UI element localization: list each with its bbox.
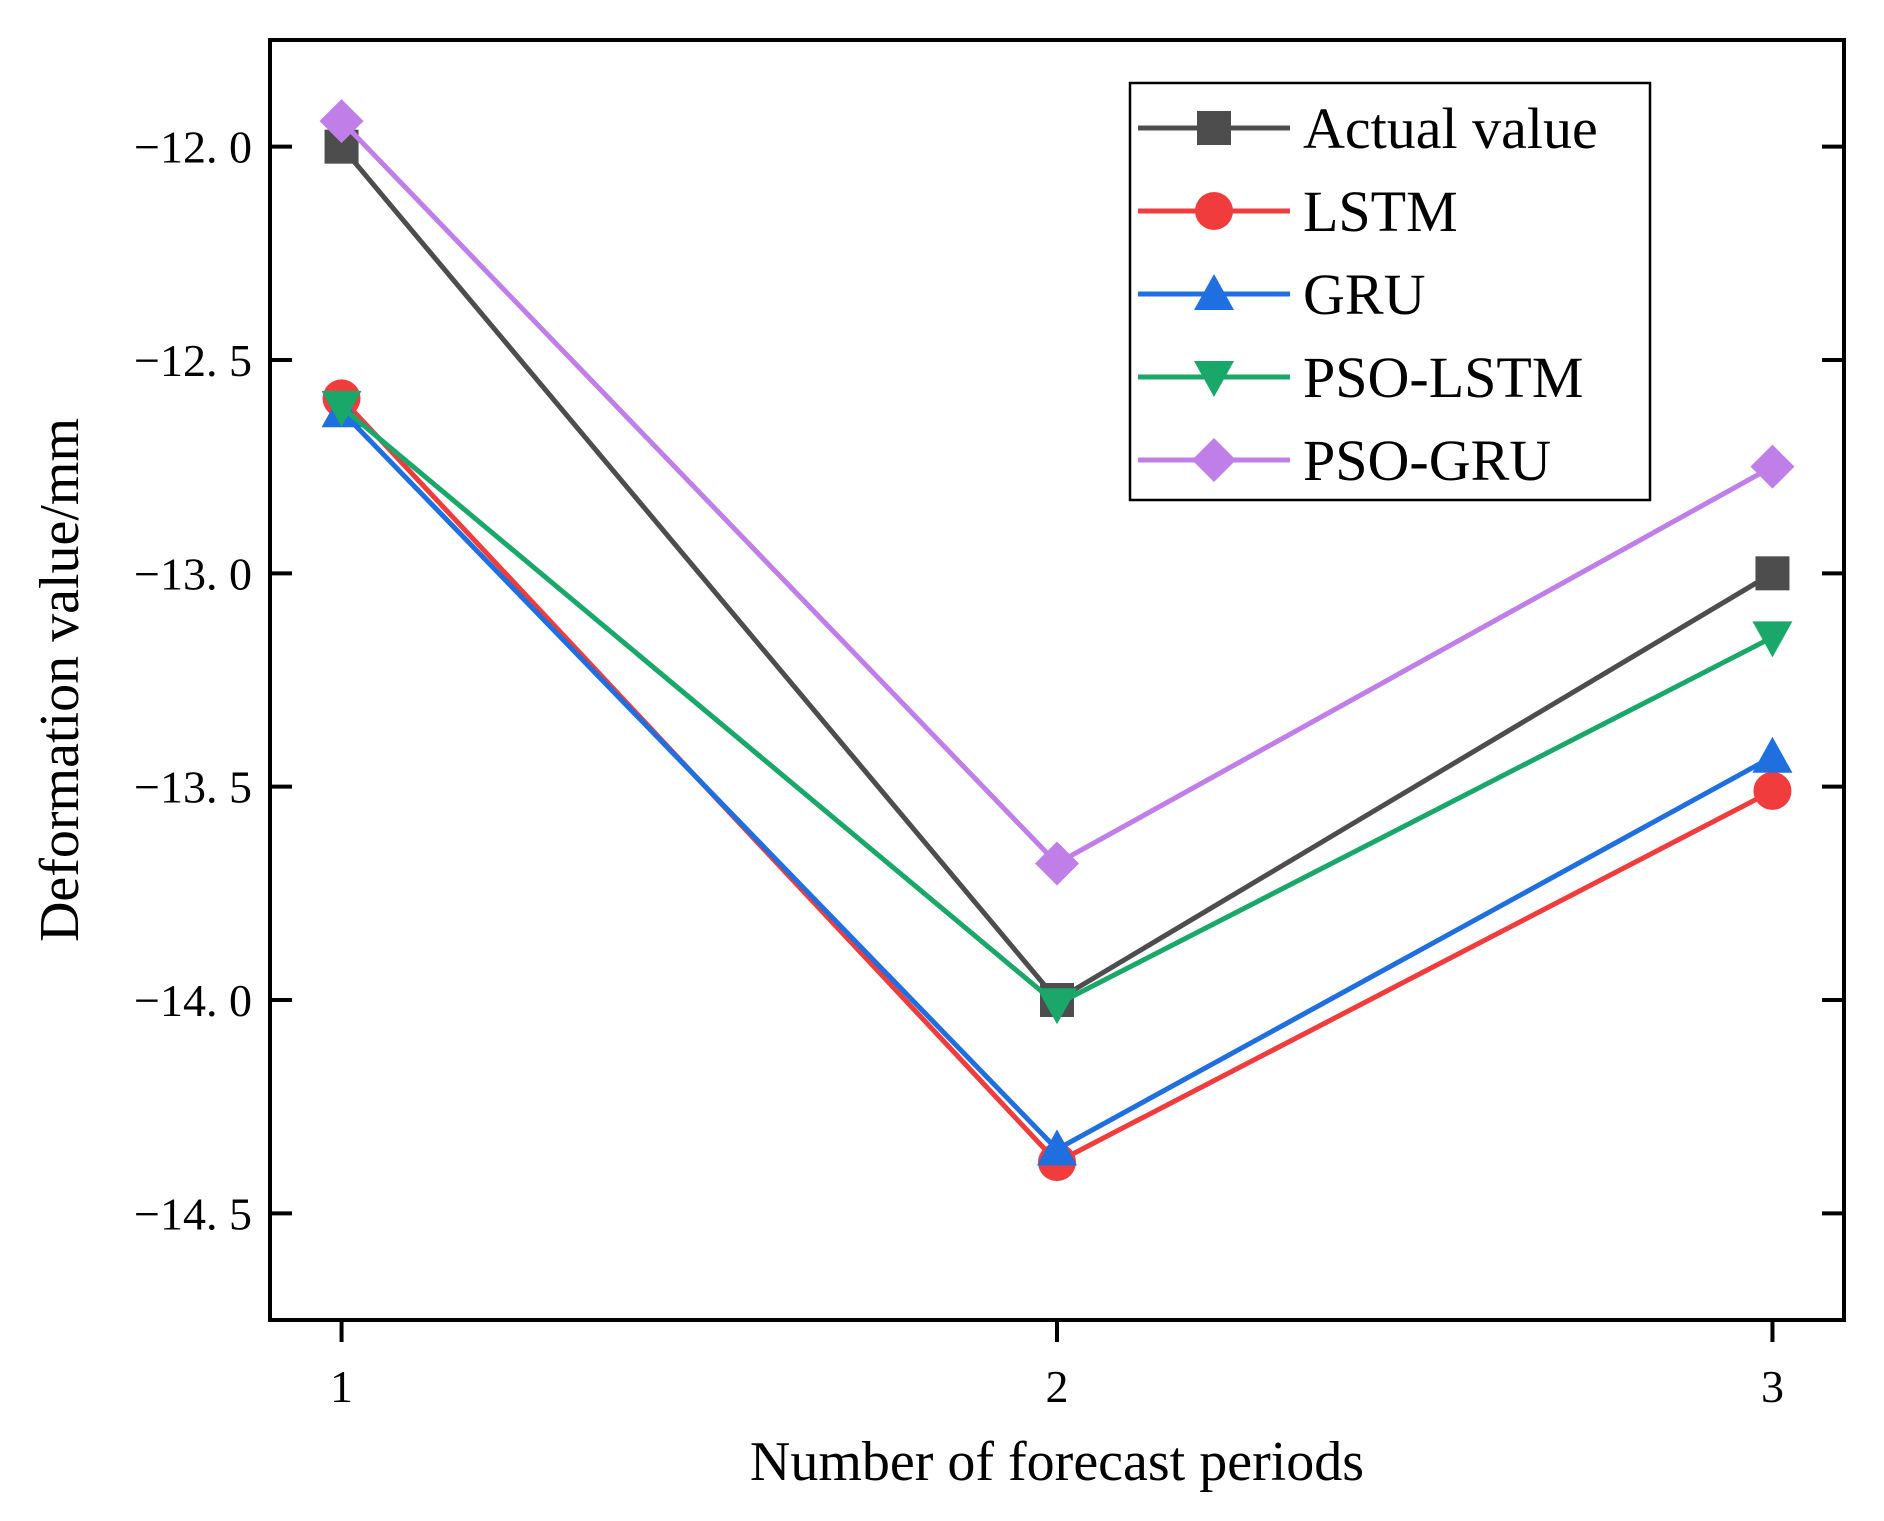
data-point-gru — [1752, 736, 1793, 773]
data-point-lstm — [1753, 771, 1792, 810]
legend-marker — [1194, 274, 1234, 310]
x-tick-label: 3 — [1761, 1361, 1784, 1412]
series-line-gru — [339, 409, 1774, 1152]
data-point-pso-lstm — [1037, 988, 1077, 1025]
legend-marker — [1194, 361, 1234, 397]
legend-label: Actual value — [1303, 96, 1598, 161]
data-point-pso-lstm — [321, 390, 362, 427]
legend-label: PSO-LSTM — [1303, 345, 1583, 410]
legend-label: LSTM — [1303, 179, 1458, 244]
y-axis-title: Deformation value/mm — [29, 418, 91, 942]
y-tick-label: −12. 0 — [134, 122, 252, 173]
x-axis-title: Number of forecast periods — [750, 1431, 1364, 1493]
legend-marker — [1192, 438, 1236, 482]
legend-marker — [1195, 192, 1233, 230]
y-tick-label: −14. 0 — [134, 975, 252, 1026]
series-layer — [319, 99, 1795, 1182]
legend-item: Actual value — [1138, 96, 1598, 161]
data-point-pso-gru — [1750, 444, 1795, 489]
y-axis-ticks: −12. 0 −12. 5 −13. 0 −13. 5 −14. 0 −14. 5 — [134, 122, 1844, 1239]
data-point-pso-lstm — [1752, 621, 1793, 658]
x-axis-ticks: 1 2 3 — [330, 1320, 1784, 1412]
y-tick-label: −12. 5 — [134, 335, 252, 386]
legend-marker — [1197, 111, 1231, 145]
legend-item: PSO-GRU — [1138, 428, 1551, 493]
legend-label: PSO-GRU — [1303, 428, 1551, 493]
data-point-actual-value — [1755, 556, 1790, 591]
data-point-pso-gru — [1035, 841, 1079, 886]
data-point-pso-gru — [319, 99, 364, 144]
legend-label: GRU — [1303, 262, 1425, 327]
series-gru — [321, 391, 1793, 1166]
x-tick-label: 2 — [1046, 1361, 1069, 1412]
series-pso-lstm — [321, 390, 1793, 1025]
legend-item: PSO-LSTM — [1138, 345, 1583, 410]
series-pso-gru — [319, 99, 1795, 886]
legend-item: GRU — [1138, 262, 1425, 327]
x-tick-label: 1 — [330, 1361, 353, 1412]
legend: Actual value LSTM GRU PSO-LSTM PSO-GRU — [1128, 81, 1652, 502]
data-point-gru — [1037, 1129, 1077, 1166]
y-tick-label: −13. 0 — [134, 548, 252, 599]
series-line-lstm — [339, 396, 1774, 1165]
y-tick-label: −14. 5 — [134, 1188, 252, 1239]
y-tick-label: −13. 5 — [134, 762, 252, 813]
legend-item: LSTM — [1138, 179, 1458, 244]
